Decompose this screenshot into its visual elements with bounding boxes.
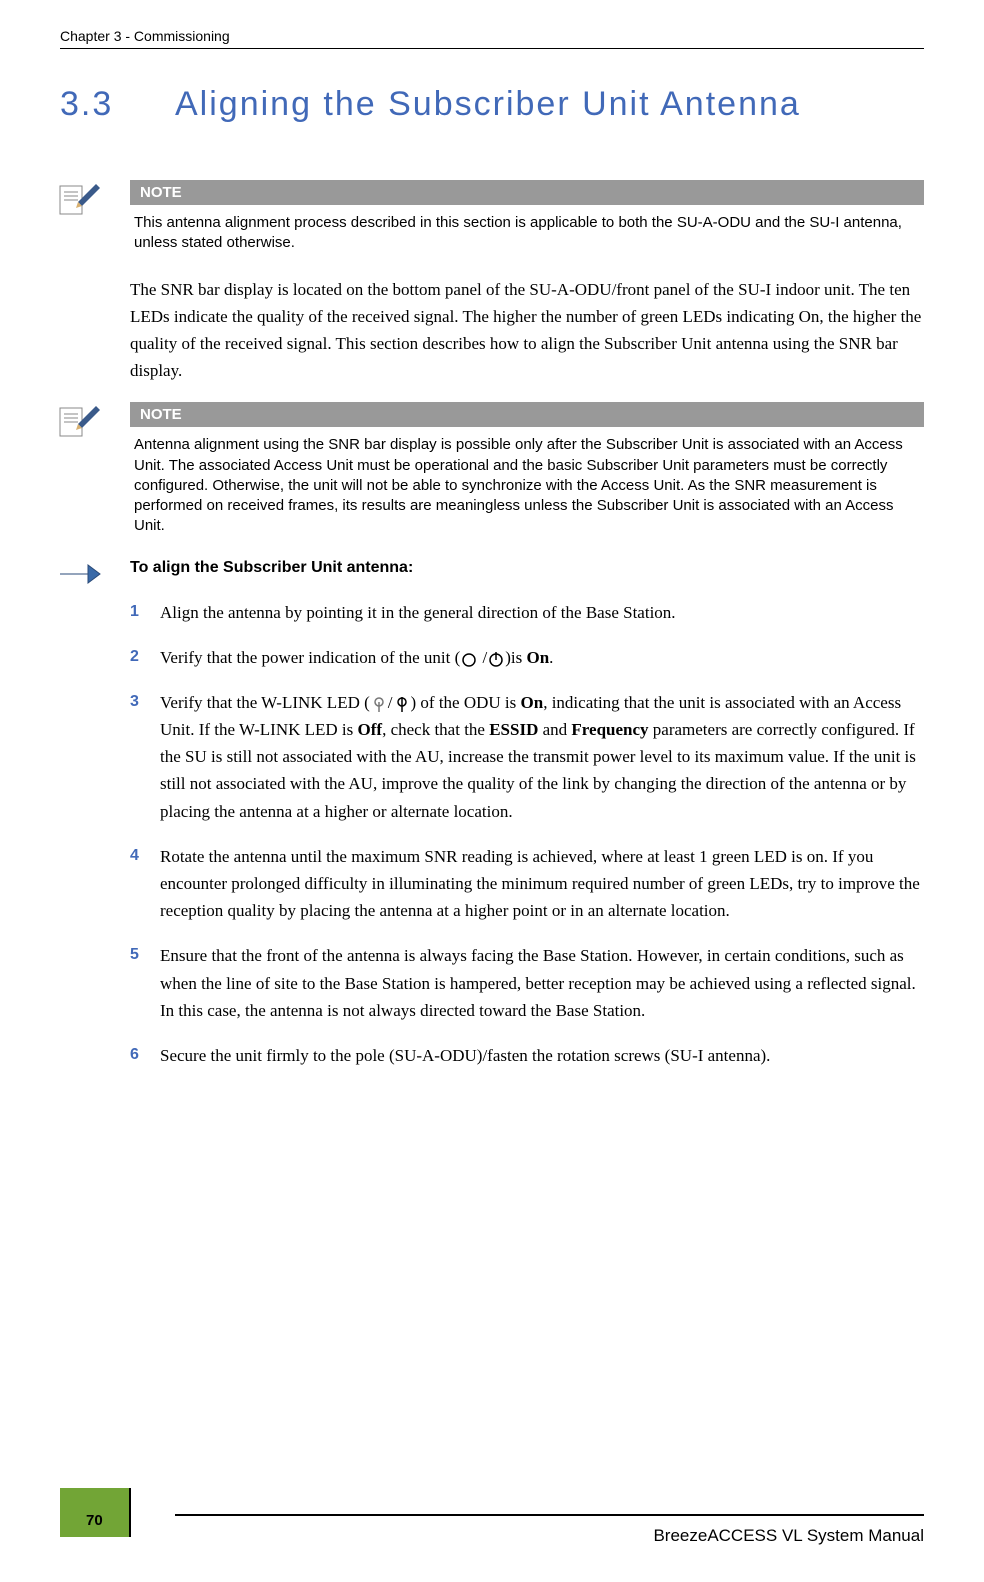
step-text: Align the antenna by pointing it in the …: [160, 599, 924, 626]
section-title: Aligning the Subscriber Unit Antenna: [175, 85, 801, 124]
chapter-label: Chapter 3 - Commissioning: [60, 28, 230, 44]
step-text: Verify that the W-LINK LED (/) of the OD…: [160, 689, 924, 825]
procedure-title: To align the Subscriber Unit antenna:: [130, 559, 924, 577]
page-number-badge: 70: [60, 1488, 131, 1537]
note-pencil-icon: [58, 402, 102, 442]
section-number: 3.3: [60, 85, 113, 124]
antenna-icon: [370, 695, 388, 713]
step-number: 6: [130, 1042, 160, 1069]
step-number: 4: [130, 843, 160, 925]
step-text: Rotate the antenna until the maximum SNR…: [160, 843, 924, 925]
step-text: Secure the unit firmly to the pole (SU-A…: [160, 1042, 924, 1069]
footer-rule: [175, 1514, 924, 1516]
procedure-heading-row: To align the Subscriber Unit antenna:: [130, 559, 924, 577]
step-4: 4 Rotate the antenna until the maximum S…: [130, 843, 924, 925]
note-pencil-icon: [58, 180, 102, 220]
note-block-1: NOTE This antenna alignment process desc…: [130, 180, 924, 258]
step-number: 3: [130, 689, 160, 825]
arrow-icon: [58, 559, 102, 589]
step-number: 1: [130, 599, 160, 626]
note-block-2: NOTE Antenna alignment using the SNR bar…: [130, 402, 924, 540]
step-text: Verify that the power indication of the …: [160, 644, 924, 671]
step-list: 1 Align the antenna by pointing it in th…: [130, 599, 924, 1070]
note-label: NOTE: [130, 180, 924, 205]
manual-title: BreezeACCESS VL System Manual: [653, 1526, 924, 1546]
step-2: 2 Verify that the power indication of th…: [130, 644, 924, 671]
main-content: NOTE This antenna alignment process desc…: [130, 180, 924, 1087]
page-header: Chapter 3 - Commissioning: [60, 28, 924, 49]
body-paragraph-1: The SNR bar display is located on the bo…: [130, 276, 924, 385]
note-text: This antenna alignment process described…: [130, 205, 924, 258]
page-footer: 70 BreezeACCESS VL System Manual: [60, 1514, 924, 1546]
step-3: 3 Verify that the W-LINK LED (/) of the …: [130, 689, 924, 825]
power-icon: [487, 650, 505, 668]
power-icon: [460, 650, 478, 668]
step-number: 2: [130, 644, 160, 671]
step-1: 1 Align the antenna by pointing it in th…: [130, 599, 924, 626]
step-number: 5: [130, 942, 160, 1024]
step-text: Ensure that the front of the antenna is …: [160, 942, 924, 1024]
step-6: 6 Secure the unit firmly to the pole (SU…: [130, 1042, 924, 1069]
antenna-icon: [393, 695, 411, 713]
note-label: NOTE: [130, 402, 924, 427]
note-text: Antenna alignment using the SNR bar disp…: [130, 427, 924, 540]
step-5: 5 Ensure that the front of the antenna i…: [130, 942, 924, 1024]
